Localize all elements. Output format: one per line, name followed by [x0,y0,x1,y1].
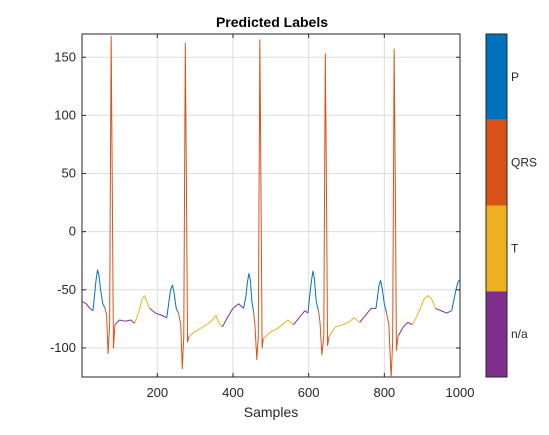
signal-segment-qrs [317,53,330,356]
y-tick-label: 50 [62,166,76,181]
colorbar: n/a T QRS P [485,33,537,378]
y-tick-label: 150 [54,49,76,64]
y-tick-label: 100 [54,107,76,122]
signal-segment-na [149,308,167,319]
y-tick-label: -50 [57,282,76,297]
signal-segment-qrs [386,48,399,377]
signal-segment-t [188,314,223,337]
signal-segment-qrs [104,35,116,355]
signal-segment-t [328,317,361,337]
signal-segment-t [262,319,294,339]
signal-segment-na [293,310,309,325]
signal-segment-na [435,307,452,314]
plot-area-frame [81,33,461,378]
signal-segment-p [307,270,319,314]
colorbar-swatch-p [486,34,507,120]
x-tick-label: 800 [373,385,395,400]
y-tick-label: 0 [69,224,76,239]
y-tick-label: -100 [50,340,76,355]
colorbar-label-qrs: QRS [511,156,537,170]
x-tick-label: 200 [146,385,168,400]
signal-segment-p [375,279,388,314]
grid [82,34,461,377]
signal-segment-qrs [252,39,264,361]
chart-title: Predicted Labels [216,14,328,30]
signal-segment-p [166,284,179,318]
colorbar-frame [485,33,508,378]
signal-segment-p [92,269,106,311]
x-axis-label: Samples [244,404,298,420]
signal-segment-na [82,300,94,312]
signal-segment-na [114,319,135,326]
signal-segment-t [134,295,151,324]
colorbar-swatch-t [486,205,507,292]
x-tick-label: 400 [222,385,244,400]
colorbar-label-na: n/a [511,327,528,341]
y-axis-ticks: -100 -50 0 50 100 150 [50,49,460,355]
colorbar-swatch-qrs [486,119,507,206]
x-tick-label: 600 [298,385,320,400]
colorbar-swatch-na [486,291,507,377]
signal-segment-na [221,303,244,328]
colorbar-label-t: T [511,241,519,255]
signal-segment-p [243,273,254,311]
signal-segment-qrs [177,42,190,370]
x-tick-label: 1000 [446,385,475,400]
colorbar-label-p: P [511,70,519,84]
signal-segment-na [397,321,413,337]
x-axis-ticks: 200 400 600 800 1000 [146,34,474,400]
signal-segment-t [411,295,436,325]
signal-segment-na [359,307,376,323]
signal-line-layer [82,35,460,377]
signal-segment-p [451,279,460,311]
